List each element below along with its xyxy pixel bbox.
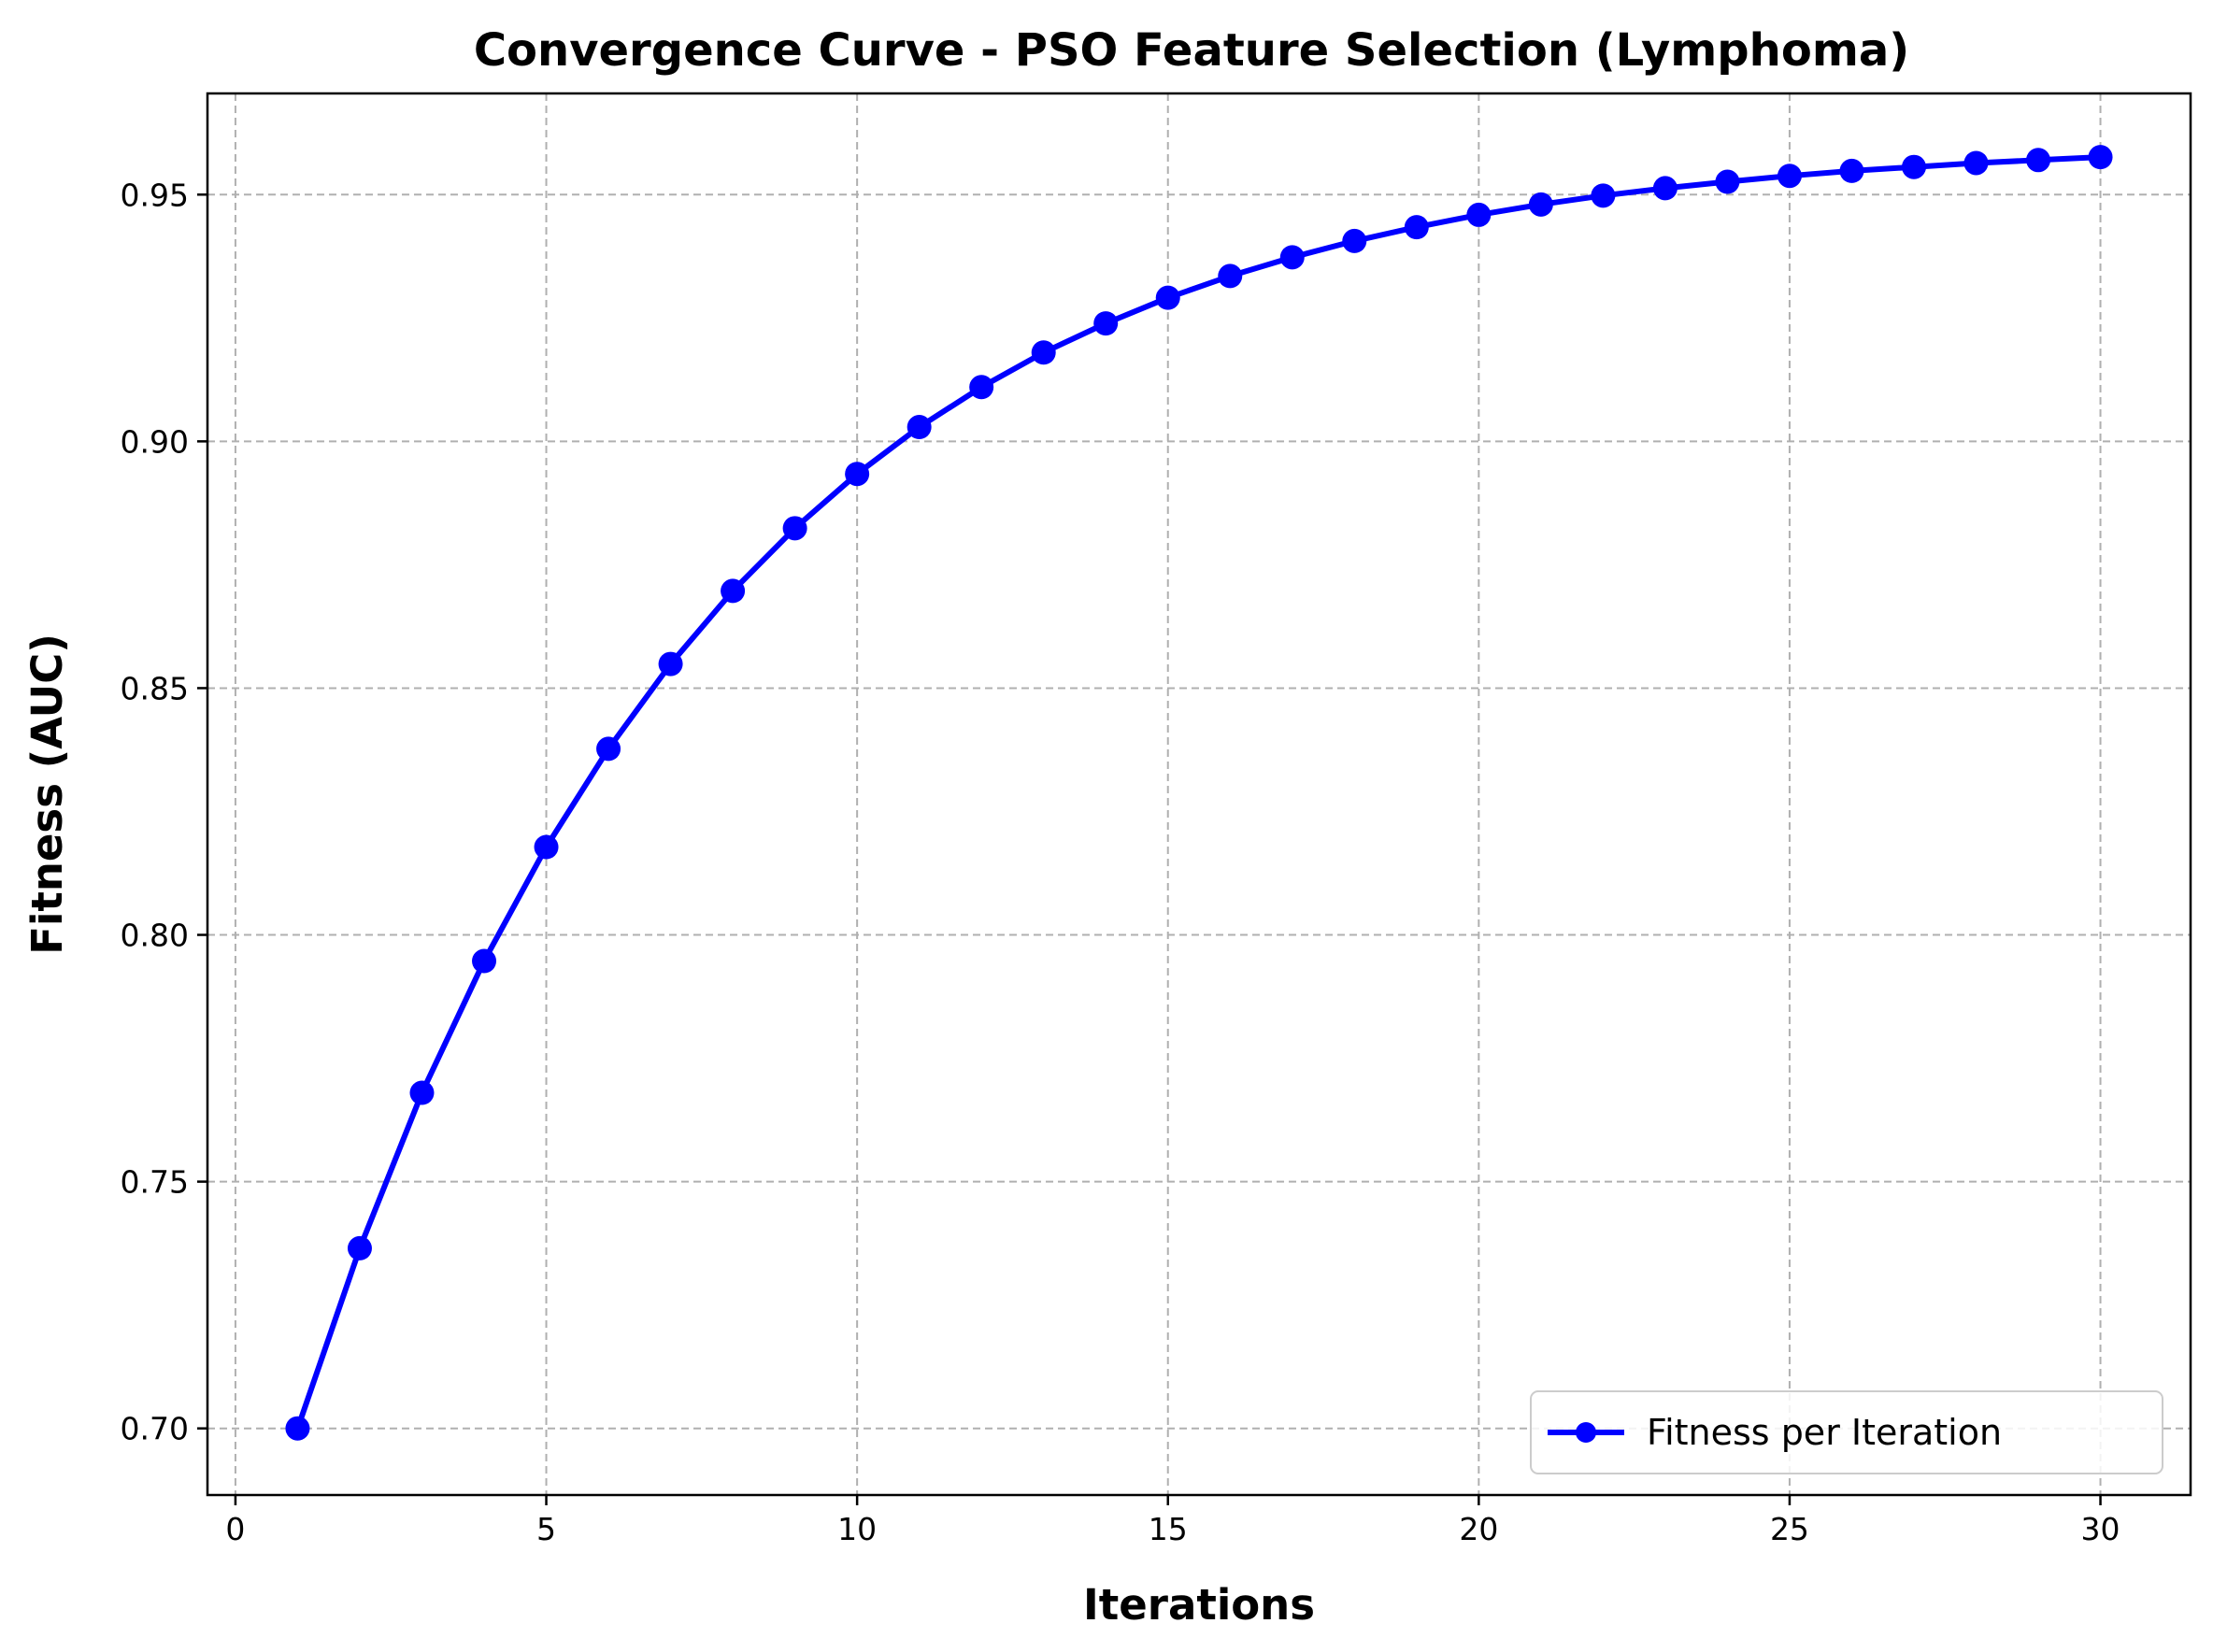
data-point <box>1528 192 1553 217</box>
legend: Fitness per Iteration <box>1530 1390 2163 1474</box>
data-point <box>2026 148 2051 173</box>
data-point <box>907 415 932 440</box>
series-layer <box>285 145 2113 1441</box>
data-point <box>1901 154 1926 179</box>
y-tick-label: 0.75 <box>121 1164 189 1201</box>
data-point <box>1652 176 1678 201</box>
data-point <box>2088 145 2113 170</box>
axis-ticks: 0 5 10 15 20 25 30 0.70 0.75 0.80 0.85 0.90 0.95 <box>121 177 2120 1547</box>
data-point <box>1031 340 1056 365</box>
grid-lines <box>207 93 2191 1495</box>
data-point <box>1591 183 1616 208</box>
data-point <box>1404 215 1429 240</box>
data-point <box>596 736 621 762</box>
y-tick-label: 0.95 <box>121 177 189 213</box>
plot-frame <box>206 92 2192 1497</box>
data-point <box>1155 285 1180 310</box>
data-point <box>285 1416 310 1441</box>
y-tick-label: 0.80 <box>121 918 189 954</box>
legend-box <box>1530 1390 2163 1474</box>
data-point <box>1777 164 1802 189</box>
data-point <box>1839 158 1864 183</box>
data-point <box>782 516 807 541</box>
x-tick-label: 30 <box>2081 1511 2120 1547</box>
data-point <box>534 834 559 860</box>
x-tick-label: 0 <box>225 1511 245 1547</box>
x-tick-label: 10 <box>837 1511 877 1547</box>
x-tick-label: 25 <box>1770 1511 1809 1547</box>
y-axis-label: Fitness (AUC) <box>22 634 72 955</box>
y-tick-label: 0.90 <box>121 423 189 460</box>
y-tick-label: 0.85 <box>121 670 189 706</box>
data-point <box>1466 202 1492 227</box>
series-line <box>294 154 2101 1430</box>
data-point <box>409 1080 435 1105</box>
data-point <box>845 462 870 487</box>
data-point <box>1279 245 1305 270</box>
data-point <box>1093 311 1119 336</box>
x-axis-label: Iterations <box>1083 1580 1315 1630</box>
data-point <box>1963 150 1989 176</box>
data-point <box>1715 169 1740 194</box>
data-point <box>658 651 683 676</box>
legend-marker-sample <box>1576 1422 1596 1443</box>
data-point <box>1218 263 1243 289</box>
data-point <box>721 578 746 604</box>
data-point <box>1342 228 1367 253</box>
data-point <box>969 375 994 400</box>
legend-label: Fitness per Iteration <box>1647 1412 2002 1453</box>
chart-title: Convergence Curve - PSO Feature Selectio… <box>474 24 1909 77</box>
data-point <box>347 1235 372 1260</box>
x-tick-label: 5 <box>536 1511 556 1547</box>
x-tick-label: 15 <box>1149 1511 1188 1547</box>
y-tick-label: 0.70 <box>121 1411 189 1447</box>
data-point <box>472 948 497 974</box>
x-tick-label: 20 <box>1459 1511 1498 1547</box>
